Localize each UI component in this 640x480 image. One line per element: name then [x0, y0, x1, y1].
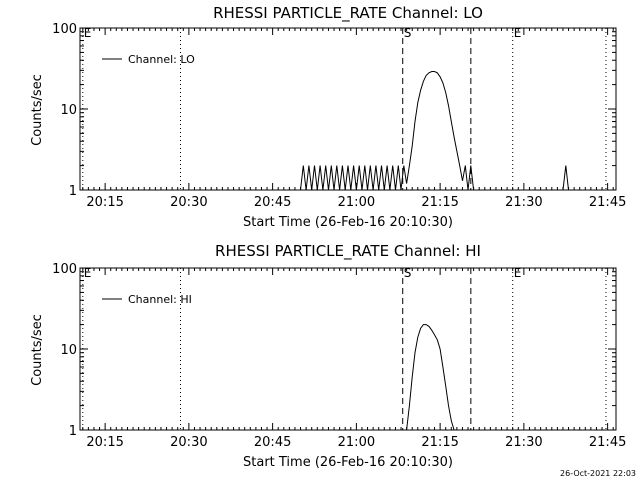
- panel-lo-x-tick-label: 21:45: [589, 195, 626, 210]
- panel-hi-x-tick-label: 20:45: [254, 435, 291, 450]
- panel-hi-x-tick-label: 21:15: [421, 435, 458, 450]
- panel-lo-legend-label: Channel: LO: [128, 53, 195, 66]
- panel-hi-y-tick-label: 10: [60, 343, 77, 358]
- panel-hi-ylabel: Counts/sec: [30, 314, 45, 386]
- panel-hi-title: RHESSI PARTICLE_RATE Channel: HI: [215, 242, 481, 261]
- panel-lo-title: RHESSI PARTICLE_RATE Channel: LO: [213, 4, 483, 23]
- generation-timestamp: 26-Oct-2021 22:03: [560, 469, 636, 478]
- panel-lo-y-tick-label: 100: [52, 22, 77, 37]
- panel-lo-series-line: [300, 71, 569, 191]
- panel-hi-plot-area: 20:15 20:30 20:45 21:00 21:15 21:30 21:45 1 10 10…: [52, 262, 626, 450]
- panel-hi-marker-label: S: [404, 266, 412, 280]
- panel-lo-y-tick-label: 10: [60, 103, 77, 118]
- panel-hi-marker-label: E: [514, 266, 522, 280]
- panel-lo-x-tick-label: 21:15: [421, 195, 458, 210]
- panel-hi-y-tick-label: 100: [52, 262, 77, 277]
- panel-hi-legend-label: Channel: HI: [128, 293, 192, 306]
- panel-lo-marker-label: E: [84, 26, 92, 40]
- panel-hi: RHESSI PARTICLE_RATE Channel: HI Counts/…: [30, 242, 626, 470]
- panel-lo-marker-label: S: [404, 26, 412, 40]
- panel-lo-xlabel: Start Time (26-Feb-16 20:10:30): [243, 215, 453, 230]
- panel-lo-x-tick-label: 20:45: [254, 195, 291, 210]
- panel-hi-x-tick-label: 21:00: [338, 435, 375, 450]
- panel-lo: RHESSI PARTICLE_RATE Channel: LO Counts/…: [30, 4, 626, 230]
- panel-lo-marker-label: E: [514, 26, 522, 40]
- panel-hi-marker-label: E: [84, 266, 92, 280]
- panel-lo-ylabel: Counts/sec: [30, 74, 45, 146]
- panel-hi-xlabel: Start Time (26-Feb-16 20:10:30): [243, 455, 453, 470]
- panel-lo-x-tick-label: 20:15: [86, 195, 123, 210]
- panel-lo-plot-area: 20:15 20:30 20:45 21:00 21:15 21:30 21:45 1 10 10…: [52, 22, 626, 210]
- panel-hi-series-line: [406, 324, 457, 431]
- panel-lo-x-tick-label: 21:00: [338, 195, 375, 210]
- panel-hi-x-tick-label: 21:30: [505, 435, 542, 450]
- panel-hi-x-tick-label: 21:45: [589, 435, 626, 450]
- panel-hi-x-tick-label: 20:15: [86, 435, 123, 450]
- panel-lo-y-tick-label: 1: [69, 184, 77, 199]
- panel-lo-x-tick-label: 20:30: [170, 195, 207, 210]
- panel-hi-y-tick-label: 1: [69, 424, 77, 439]
- panel-hi-x-tick-label: 20:30: [170, 435, 207, 450]
- panel-lo-x-tick-label: 21:30: [505, 195, 542, 210]
